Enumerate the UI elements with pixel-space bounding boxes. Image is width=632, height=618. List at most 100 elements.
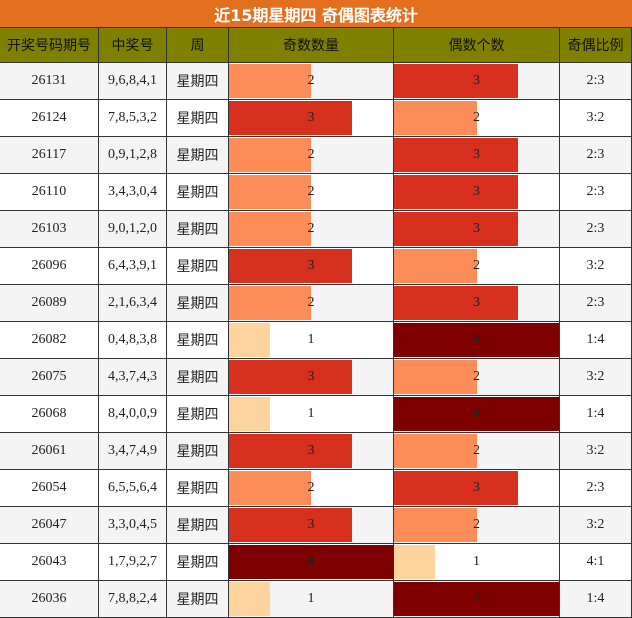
odd-bar xyxy=(229,323,270,357)
column-header: 中奖号 xyxy=(99,28,167,63)
bar-cell: 3 xyxy=(394,285,560,322)
odd-bar xyxy=(229,508,352,542)
even-bar xyxy=(394,101,477,135)
bar-cell: 2 xyxy=(394,433,560,470)
bar-cell: 4 xyxy=(229,544,394,581)
odd-count: 2 xyxy=(307,295,315,310)
numbers-text: 8,4,0,0,9 xyxy=(99,396,167,433)
even-bar xyxy=(394,434,477,468)
period-text: 26131 xyxy=(0,63,99,100)
bar-cell: 2 xyxy=(229,137,394,174)
bar-cell: 3 xyxy=(394,174,560,211)
bar-cell: 2 xyxy=(394,507,560,544)
ratio-text: 2:3 xyxy=(560,285,632,322)
odd-bar xyxy=(229,434,352,468)
bar-cell: 1 xyxy=(394,544,560,581)
period-text: 26117 xyxy=(0,137,99,174)
ratio-text: 2:3 xyxy=(560,211,632,248)
bar-cell: 3 xyxy=(394,211,560,248)
numbers-text: 1,7,9,2,7 xyxy=(99,544,167,581)
ratio-text: 1:4 xyxy=(560,322,632,359)
period-text: 26096 xyxy=(0,248,99,285)
weekday-text: 星期四 xyxy=(167,544,229,581)
even-bar xyxy=(394,212,518,246)
odd-bar xyxy=(229,286,311,320)
bar-cell: 2 xyxy=(229,470,394,507)
odd-count: 2 xyxy=(307,73,315,88)
even-count: 2 xyxy=(473,110,480,125)
bar-cell: 2 xyxy=(229,285,394,322)
bar-cell: 1 xyxy=(229,396,394,433)
odd-bar xyxy=(229,360,352,394)
even-bar xyxy=(394,471,518,505)
odd-count: 4 xyxy=(307,554,315,569)
weekday-text: 星期四 xyxy=(167,211,229,248)
odd-bar xyxy=(229,212,311,246)
even-bar xyxy=(394,323,559,357)
odd-bar xyxy=(229,175,311,209)
weekday-text: 星期四 xyxy=(167,63,229,100)
bar-cell: 3 xyxy=(394,137,560,174)
odd-bar xyxy=(229,101,352,135)
bar-cell: 4 xyxy=(394,581,560,618)
bar-cell: 2 xyxy=(229,211,394,248)
bar-cell: 2 xyxy=(229,174,394,211)
even-bar xyxy=(394,508,477,542)
odd-bar xyxy=(229,582,270,616)
weekday-text: 星期四 xyxy=(167,470,229,507)
odd-bar xyxy=(229,138,311,172)
even-count: 4 xyxy=(473,332,480,347)
even-bar xyxy=(394,138,518,172)
even-count: 3 xyxy=(473,73,480,88)
column-header: 开奖号码期号 xyxy=(0,28,99,63)
ratio-text: 2:3 xyxy=(560,470,632,507)
ratio-text: 3:2 xyxy=(560,100,632,137)
even-count: 3 xyxy=(473,184,480,199)
weekday-text: 星期四 xyxy=(167,322,229,359)
even-bar xyxy=(394,64,518,98)
numbers-text: 9,6,8,4,1 xyxy=(99,63,167,100)
ratio-text: 2:3 xyxy=(560,137,632,174)
even-bar xyxy=(394,286,518,320)
bar-cell: 4 xyxy=(394,322,560,359)
column-header: 奇偶比例 xyxy=(560,28,632,63)
odd-count: 1 xyxy=(307,332,315,347)
odd-count: 2 xyxy=(307,221,315,236)
odd-count: 3 xyxy=(307,369,315,384)
weekday-text: 星期四 xyxy=(167,100,229,137)
numbers-text: 9,0,1,2,0 xyxy=(99,211,167,248)
numbers-text: 0,4,8,3,8 xyxy=(99,322,167,359)
numbers-text: 6,5,5,6,4 xyxy=(99,470,167,507)
weekday-text: 星期四 xyxy=(167,396,229,433)
bar-cell: 1 xyxy=(229,581,394,618)
numbers-text: 7,8,5,3,2 xyxy=(99,100,167,137)
even-bar xyxy=(394,545,436,579)
period-text: 26054 xyxy=(0,470,99,507)
bar-cell: 3 xyxy=(229,359,394,396)
odd-count: 3 xyxy=(307,110,315,125)
period-text: 26043 xyxy=(0,544,99,581)
odd-bar xyxy=(229,397,270,431)
weekday-text: 星期四 xyxy=(167,248,229,285)
even-count: 2 xyxy=(473,517,480,532)
odd-count: 2 xyxy=(307,147,315,162)
bar-cell: 3 xyxy=(394,63,560,100)
period-text: 26089 xyxy=(0,285,99,322)
bar-cell: 2 xyxy=(394,248,560,285)
even-count: 3 xyxy=(473,221,480,236)
period-text: 26061 xyxy=(0,433,99,470)
column-header: 周 xyxy=(167,28,229,63)
numbers-text: 4,3,7,4,3 xyxy=(99,359,167,396)
table-title: 近15期星期四 奇偶图表统计 xyxy=(0,0,632,28)
ratio-text: 2:3 xyxy=(560,63,632,100)
even-count: 3 xyxy=(473,480,480,495)
weekday-text: 星期四 xyxy=(167,581,229,618)
odd-count: 1 xyxy=(307,591,315,606)
numbers-text: 7,8,8,2,4 xyxy=(99,581,167,618)
ratio-text: 3:2 xyxy=(560,433,632,470)
even-count: 4 xyxy=(473,591,480,606)
even-count: 2 xyxy=(473,258,480,273)
ratio-text: 3:2 xyxy=(560,248,632,285)
weekday-text: 星期四 xyxy=(167,285,229,322)
numbers-text: 3,4,3,0,4 xyxy=(99,174,167,211)
